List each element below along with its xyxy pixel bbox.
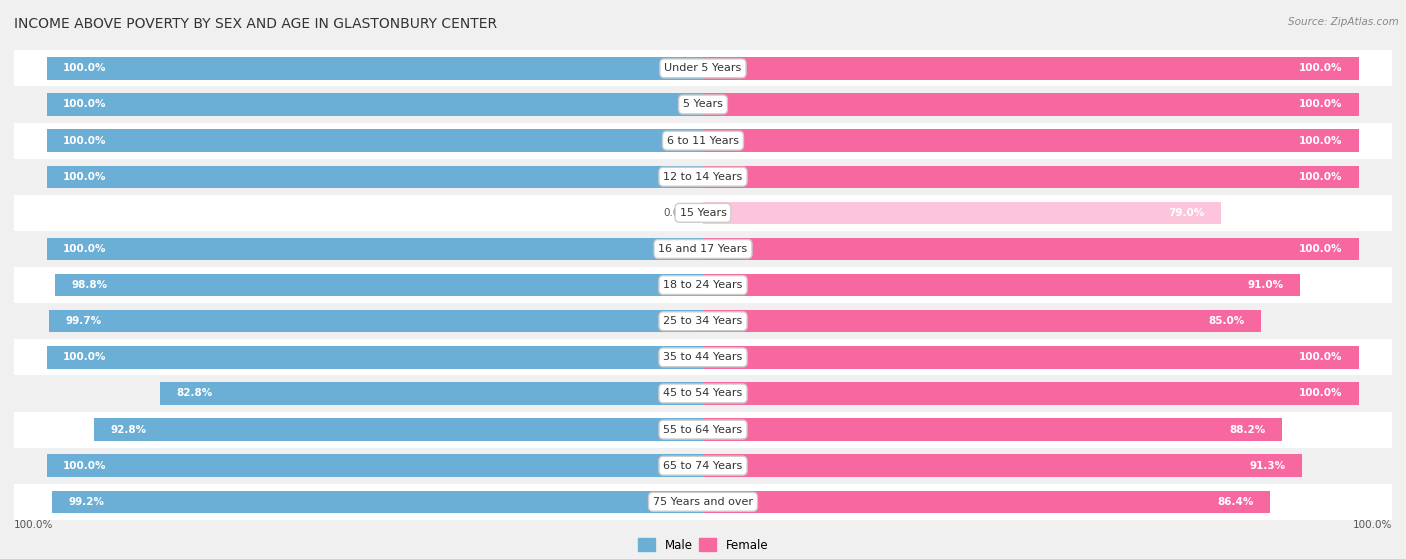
Text: 92.8%: 92.8% [111,425,146,434]
Text: 75 Years and over: 75 Years and over [652,497,754,507]
Text: 98.8%: 98.8% [72,280,107,290]
Bar [14,484,1392,520]
Text: 86.4%: 86.4% [1218,497,1254,507]
Bar [14,87,1392,122]
Text: 65 to 74 Years: 65 to 74 Years [664,461,742,471]
Legend: Male, Female: Male, Female [633,534,773,556]
Bar [49,310,703,333]
Bar [703,346,1360,368]
Text: 15 Years: 15 Years [679,208,727,218]
Text: 45 to 54 Years: 45 to 54 Years [664,389,742,399]
Bar [14,303,1392,339]
Text: 5 Years: 5 Years [683,100,723,110]
Text: 100.0%: 100.0% [1299,63,1343,73]
Bar [14,122,1392,159]
Text: 100.0%: 100.0% [63,461,107,471]
Text: 100.0%: 100.0% [63,244,107,254]
Bar [46,130,703,152]
Bar [703,491,1270,513]
Text: 99.2%: 99.2% [69,497,104,507]
Text: 100.0%: 100.0% [63,63,107,73]
Bar [14,50,1392,87]
Bar [55,274,703,296]
Text: 79.0%: 79.0% [1168,208,1205,218]
Bar [46,454,703,477]
Bar [703,310,1261,333]
Text: 100.0%: 100.0% [63,100,107,110]
Bar [14,339,1392,376]
Text: 100.0%: 100.0% [1299,352,1343,362]
Bar [160,382,703,405]
Text: 88.2%: 88.2% [1229,425,1265,434]
Text: 100.0%: 100.0% [1299,244,1343,254]
Bar [703,418,1282,440]
Bar [703,454,1302,477]
Bar [703,57,1360,79]
Bar [14,159,1392,195]
Text: 100.0%: 100.0% [63,352,107,362]
Bar [14,411,1392,448]
Bar [94,418,703,440]
Text: 100.0%: 100.0% [1299,136,1343,145]
Text: 91.0%: 91.0% [1247,280,1284,290]
Text: 25 to 34 Years: 25 to 34 Years [664,316,742,326]
Text: Under 5 Years: Under 5 Years [665,63,741,73]
Bar [46,165,703,188]
Bar [703,130,1360,152]
Text: 100.0%: 100.0% [14,520,53,530]
Text: 100.0%: 100.0% [1353,520,1392,530]
Text: INCOME ABOVE POVERTY BY SEX AND AGE IN GLASTONBURY CENTER: INCOME ABOVE POVERTY BY SEX AND AGE IN G… [14,17,498,31]
Text: 12 to 14 Years: 12 to 14 Years [664,172,742,182]
Text: 85.0%: 85.0% [1208,316,1244,326]
Text: 55 to 64 Years: 55 to 64 Years [664,425,742,434]
Text: 100.0%: 100.0% [63,172,107,182]
Text: 0.0%: 0.0% [664,208,690,218]
Text: 6 to 11 Years: 6 to 11 Years [666,136,740,145]
Bar [703,238,1360,260]
Bar [14,376,1392,411]
Text: 18 to 24 Years: 18 to 24 Years [664,280,742,290]
Bar [703,382,1360,405]
Text: 100.0%: 100.0% [1299,389,1343,399]
Text: Source: ZipAtlas.com: Source: ZipAtlas.com [1288,17,1399,27]
Bar [46,57,703,79]
Bar [14,448,1392,484]
Bar [703,202,1222,224]
Bar [703,274,1301,296]
Bar [46,93,703,116]
Text: 100.0%: 100.0% [63,136,107,145]
Bar [14,267,1392,303]
Text: 100.0%: 100.0% [1299,172,1343,182]
Bar [52,491,703,513]
Text: 16 and 17 Years: 16 and 17 Years [658,244,748,254]
Bar [46,238,703,260]
Bar [703,165,1360,188]
Text: 35 to 44 Years: 35 to 44 Years [664,352,742,362]
Text: 82.8%: 82.8% [176,389,212,399]
Bar [46,346,703,368]
Bar [14,231,1392,267]
Text: 91.3%: 91.3% [1250,461,1285,471]
Text: 99.7%: 99.7% [65,316,101,326]
Bar [14,195,1392,231]
Text: 100.0%: 100.0% [1299,100,1343,110]
Bar [703,93,1360,116]
